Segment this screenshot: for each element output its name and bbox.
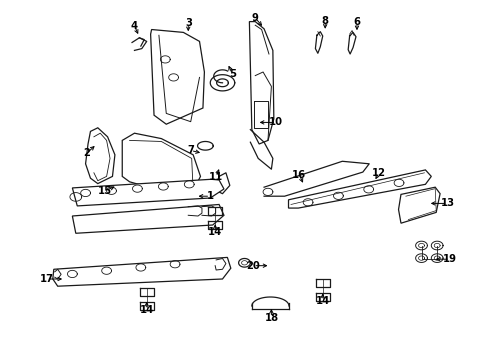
Polygon shape <box>122 133 200 191</box>
Polygon shape <box>53 257 230 286</box>
Text: 3: 3 <box>184 18 191 28</box>
Text: 7: 7 <box>187 145 194 156</box>
Text: 9: 9 <box>251 13 258 23</box>
Text: 19: 19 <box>442 254 456 264</box>
Text: 18: 18 <box>264 312 278 323</box>
Text: 4: 4 <box>131 21 138 31</box>
Text: 12: 12 <box>371 168 385 178</box>
Polygon shape <box>288 170 430 208</box>
Text: 11: 11 <box>208 172 223 182</box>
Polygon shape <box>398 187 439 223</box>
Polygon shape <box>150 30 204 124</box>
Text: 5: 5 <box>228 69 235 79</box>
Text: 8: 8 <box>321 16 328 26</box>
Text: 17: 17 <box>40 274 53 284</box>
Polygon shape <box>72 204 224 233</box>
Text: 13: 13 <box>440 198 453 208</box>
Text: 2: 2 <box>83 148 90 158</box>
Text: 1: 1 <box>206 191 213 201</box>
Polygon shape <box>249 22 273 144</box>
Polygon shape <box>85 128 115 184</box>
Text: 20: 20 <box>246 261 260 271</box>
Text: 14: 14 <box>139 305 154 315</box>
Text: 14: 14 <box>207 227 222 237</box>
Text: 16: 16 <box>292 170 305 180</box>
Polygon shape <box>72 179 224 206</box>
Text: 14: 14 <box>315 296 329 306</box>
Text: 6: 6 <box>353 17 360 27</box>
Text: 15: 15 <box>98 186 112 196</box>
Text: 10: 10 <box>269 117 283 127</box>
